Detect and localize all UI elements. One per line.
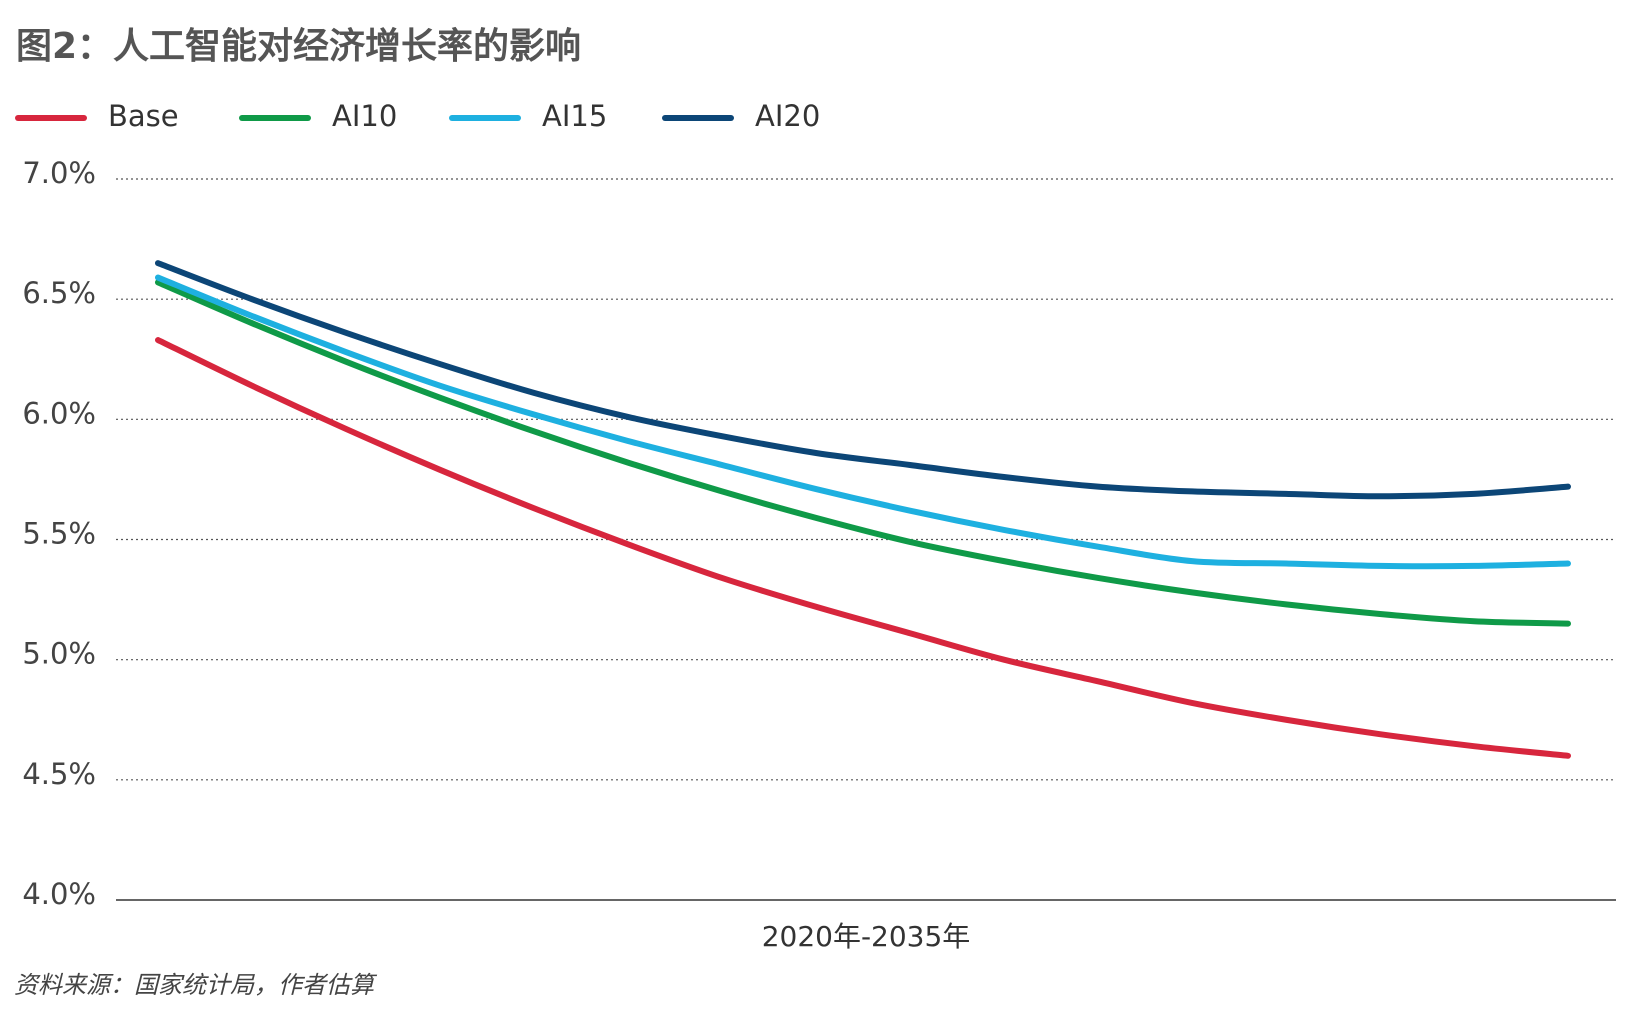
source-note: 资料来源：国家统计局，作者估算	[14, 971, 378, 999]
y-tick-label: 6.0%	[22, 396, 96, 430]
x-axis-label: 2020年-2035年	[762, 920, 971, 953]
y-tick-label: 5.5%	[22, 517, 96, 551]
legend-label: AI10	[332, 99, 397, 133]
legend-label: Base	[108, 99, 179, 133]
series-line	[155, 274, 1571, 570]
series-line	[155, 279, 1571, 627]
y-tick-label: 6.5%	[22, 276, 96, 310]
series-line	[155, 260, 1571, 500]
legend-label: AI15	[542, 99, 607, 133]
legend-label: AI20	[755, 99, 820, 133]
y-tick-label: 4.5%	[22, 757, 96, 791]
y-tick-label: 4.0%	[22, 877, 96, 911]
series-line	[155, 337, 1571, 759]
y-tick-label: 5.0%	[22, 637, 96, 671]
y-tick-label: 7.0%	[22, 156, 96, 190]
chart-title: 图2：人工智能对经济增长率的影响	[16, 26, 581, 67]
